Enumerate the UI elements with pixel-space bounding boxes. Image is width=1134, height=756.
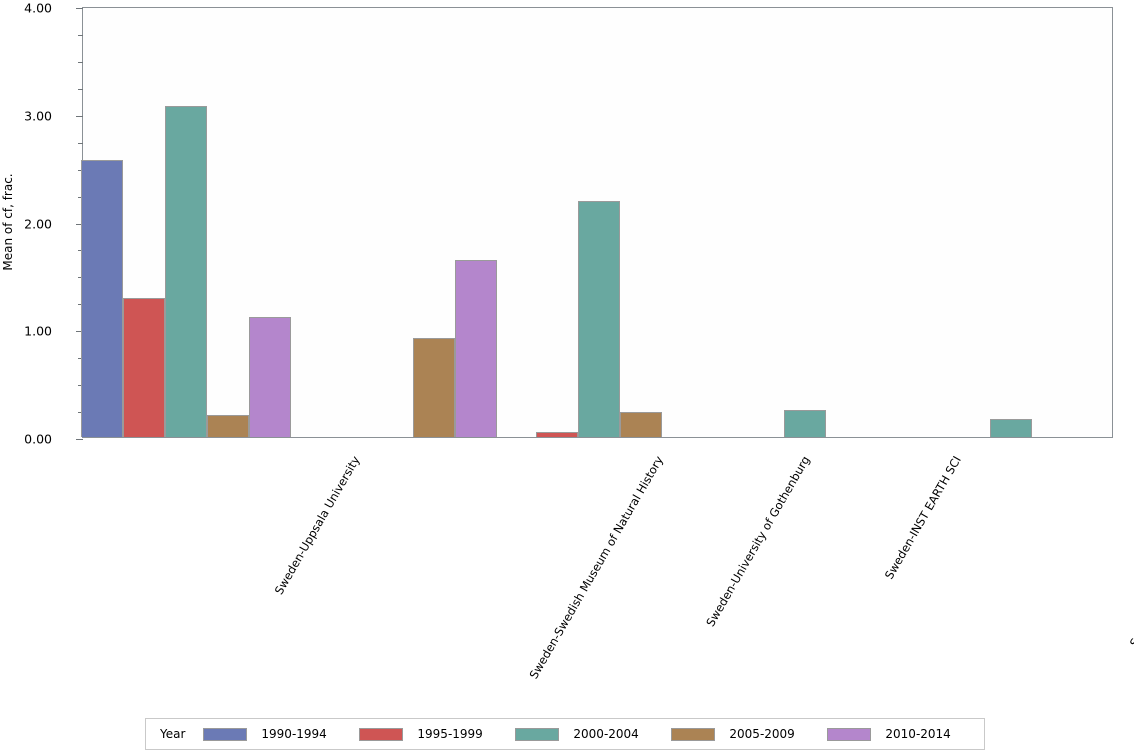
bar <box>989 418 1032 437</box>
y-axis-tick-minor <box>78 385 83 387</box>
legend-item[interactable]: 2000-2004 <box>515 727 671 741</box>
y-axis-tick-major <box>76 439 83 440</box>
x-axis-category-label: Sweden-University of Gothenburg <box>702 453 813 629</box>
legend-item-label: 1995-1999 <box>417 727 483 741</box>
y-axis-tick-minor <box>78 196 83 198</box>
plot-inner: 0.00 1.00 2.00 3.00 4.00 <box>24 1 1112 447</box>
legend-color-swatch <box>671 727 716 741</box>
y-axis-tick-minor <box>78 88 83 90</box>
y-axis-tick-label: 4.00 <box>24 0 52 16</box>
y-axis-tick-minor <box>78 34 83 36</box>
legend-item[interactable]: 1990-1994 <box>203 727 359 741</box>
legend-item-label: 1990-1994 <box>261 727 327 741</box>
legend-title: Year <box>160 727 186 741</box>
plot-area: 0.00 1.00 2.00 3.00 4.00 <box>24 1 1113 447</box>
y-axis-tick-label: 1.00 <box>24 323 52 339</box>
bar <box>249 317 292 437</box>
y-axis-tick-label: 0.00 <box>24 431 52 447</box>
bar <box>413 337 456 437</box>
bar <box>455 260 498 437</box>
legend-color-swatch <box>827 727 872 741</box>
legend-item[interactable]: 2005-2009 <box>671 727 827 741</box>
y-axis-tick-major <box>76 223 83 225</box>
y-axis-tick-minor <box>78 169 83 171</box>
y-axis-tick-major <box>76 331 83 333</box>
y-axis-tick-minor <box>78 250 83 252</box>
bar <box>165 106 208 437</box>
bar <box>123 298 166 437</box>
legend-item-label: 2005-2009 <box>729 727 795 741</box>
bar <box>577 201 620 437</box>
bar <box>207 415 250 437</box>
y-axis-tick-minor <box>78 142 83 144</box>
bar <box>81 160 124 437</box>
legend-color-swatch <box>359 727 404 741</box>
bar <box>619 412 662 437</box>
y-axis-tick-minor <box>78 412 83 414</box>
x-axis-category-label: Sweden-Geological Survey of Sweden <box>1126 454 1134 650</box>
x-axis-category-label: Sweden-INST EARTH SCI <box>881 453 964 582</box>
legend-color-swatch <box>203 727 248 741</box>
bar <box>783 410 826 437</box>
legend-entries: 1990-1994 1995-1999 2000-2004 2005-2009 2010… <box>203 727 984 741</box>
y-axis-tick-minor <box>78 358 83 360</box>
chart-legend: Year 1990-1994 1995-1999 2000-2004 2005-200… <box>145 718 985 750</box>
legend-color-swatch <box>515 727 560 741</box>
y-axis-tick-minor <box>78 277 83 279</box>
y-axis-tick-major <box>76 8 83 9</box>
bar <box>535 431 578 437</box>
y-axis-tick-label: 3.00 <box>24 108 52 124</box>
legend-item-label: 2010-2014 <box>885 727 951 741</box>
legend-item[interactable]: 2010-2014 <box>827 727 983 741</box>
y-axis-tick-major <box>76 115 83 117</box>
legend-item[interactable]: 1995-1999 <box>359 727 515 741</box>
x-axis-category-label: Sweden-Swedish Museum of Natural History <box>526 453 667 682</box>
x-axis-category-label: Sweden-Uppsala University <box>271 453 363 597</box>
legend-item-label: 2000-2004 <box>573 727 639 741</box>
y-axis-tick-label: 2.00 <box>24 216 52 231</box>
y-axis-tick-minor <box>78 304 83 306</box>
y-axis-tick-minor <box>78 61 83 63</box>
